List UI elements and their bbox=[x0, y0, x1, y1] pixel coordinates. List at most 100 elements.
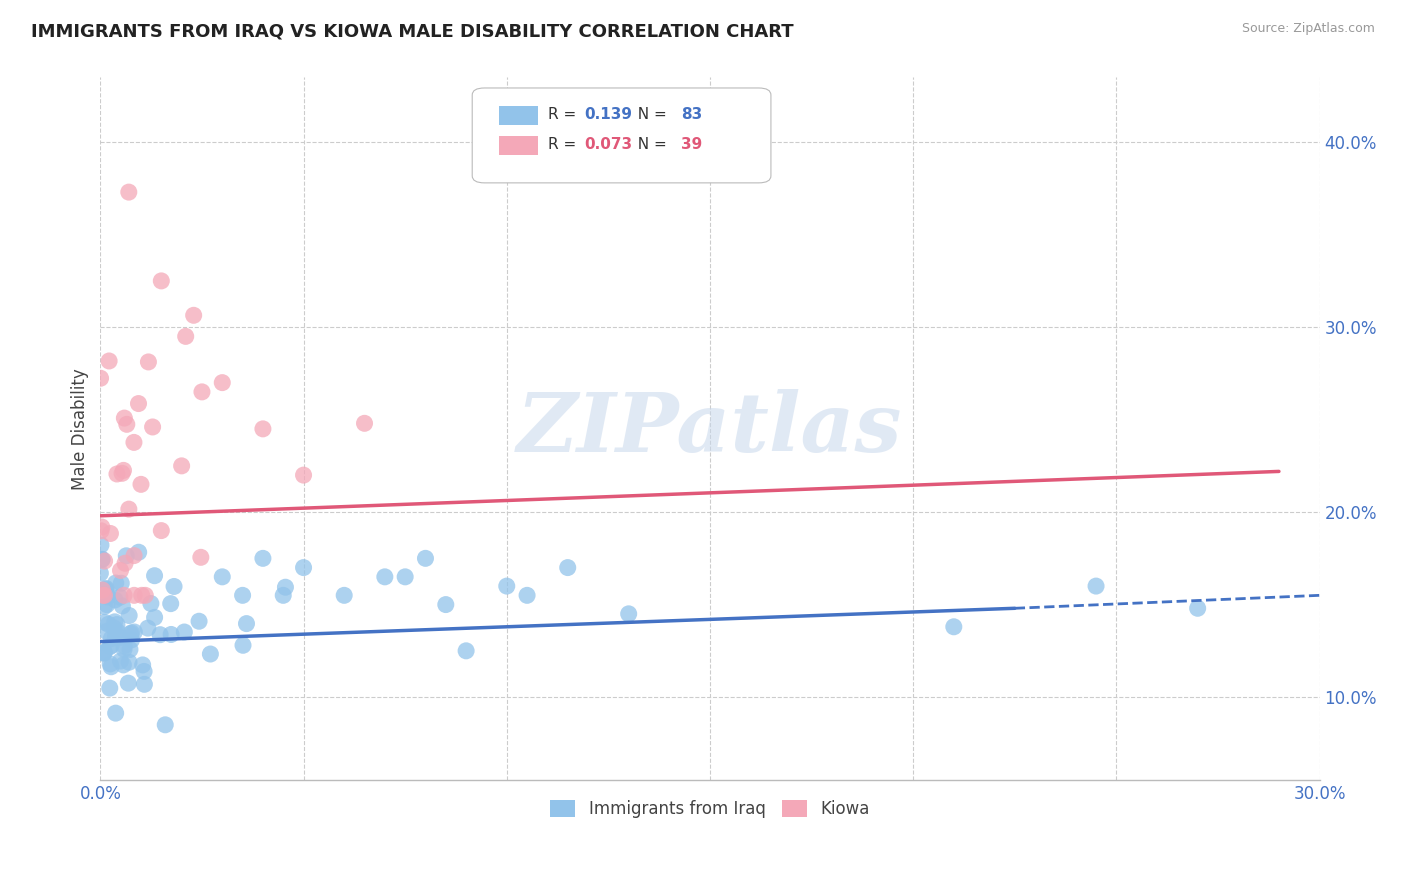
Point bbox=[98, 657, 121, 671]
Point bbox=[394, 570, 416, 584]
Point bbox=[252, 422, 274, 436]
Point bbox=[131, 588, 153, 602]
Point bbox=[96, 624, 118, 639]
Point bbox=[132, 665, 155, 679]
Point bbox=[232, 588, 254, 602]
Point bbox=[97, 617, 120, 632]
Point bbox=[160, 627, 183, 641]
Point bbox=[91, 552, 114, 566]
Point bbox=[91, 582, 114, 597]
Point bbox=[91, 588, 114, 602]
Point bbox=[200, 647, 222, 661]
Point bbox=[94, 582, 117, 597]
Point bbox=[211, 376, 233, 390]
Point bbox=[121, 632, 143, 647]
Point bbox=[93, 588, 115, 602]
Point bbox=[98, 681, 121, 695]
Point bbox=[173, 625, 195, 640]
Point bbox=[191, 384, 214, 399]
Point bbox=[114, 556, 136, 570]
Point bbox=[159, 597, 181, 611]
Point bbox=[292, 468, 315, 483]
Point bbox=[142, 420, 165, 434]
Point bbox=[120, 626, 142, 640]
Point bbox=[112, 642, 135, 657]
Point bbox=[136, 621, 159, 635]
Text: 0.139: 0.139 bbox=[585, 107, 633, 122]
Point bbox=[128, 545, 150, 559]
Point bbox=[104, 615, 127, 629]
Point bbox=[1085, 579, 1108, 593]
Point bbox=[104, 629, 127, 643]
Point bbox=[90, 524, 112, 538]
Point bbox=[91, 646, 114, 660]
Bar bbox=[499, 136, 538, 154]
Point bbox=[110, 654, 132, 668]
Point bbox=[143, 610, 166, 624]
Point bbox=[105, 467, 128, 481]
Text: 83: 83 bbox=[681, 107, 702, 122]
Point bbox=[94, 615, 117, 630]
Point bbox=[183, 308, 205, 322]
Point bbox=[232, 638, 254, 652]
Point bbox=[138, 355, 160, 369]
Point bbox=[252, 551, 274, 566]
Point bbox=[89, 566, 111, 581]
Point bbox=[163, 579, 186, 593]
Point bbox=[104, 576, 127, 591]
Point bbox=[100, 659, 122, 673]
Point bbox=[1187, 601, 1209, 615]
Y-axis label: Male Disability: Male Disability bbox=[72, 368, 89, 490]
Point bbox=[211, 570, 233, 584]
Point bbox=[495, 579, 517, 593]
Point bbox=[271, 588, 294, 602]
Point bbox=[117, 676, 139, 690]
Text: N =: N = bbox=[628, 107, 672, 122]
Point bbox=[143, 568, 166, 582]
Point bbox=[122, 588, 145, 602]
Point bbox=[100, 632, 122, 646]
Point bbox=[110, 631, 132, 645]
Point bbox=[174, 329, 197, 343]
Point bbox=[107, 624, 129, 639]
Point bbox=[98, 640, 121, 654]
Point bbox=[110, 576, 132, 591]
Point bbox=[374, 570, 396, 584]
Point bbox=[456, 644, 478, 658]
Point bbox=[434, 598, 457, 612]
Point bbox=[118, 185, 141, 199]
Bar bbox=[499, 106, 538, 125]
Point bbox=[115, 549, 138, 563]
Text: IMMIGRANTS FROM IRAQ VS KIOWA MALE DISABILITY CORRELATION CHART: IMMIGRANTS FROM IRAQ VS KIOWA MALE DISAB… bbox=[31, 22, 793, 40]
Point bbox=[557, 560, 579, 574]
Text: 39: 39 bbox=[681, 136, 702, 152]
Point bbox=[104, 706, 127, 720]
Point bbox=[118, 608, 141, 623]
Point bbox=[170, 458, 193, 473]
Point bbox=[93, 645, 115, 659]
FancyBboxPatch shape bbox=[472, 88, 770, 183]
Point bbox=[235, 616, 257, 631]
Point bbox=[118, 642, 141, 657]
Point bbox=[90, 538, 112, 552]
Point bbox=[292, 560, 315, 574]
Point bbox=[353, 417, 375, 431]
Point bbox=[100, 639, 122, 653]
Point bbox=[104, 593, 127, 607]
Text: R =: R = bbox=[548, 107, 581, 122]
Point bbox=[118, 655, 141, 669]
Point bbox=[115, 417, 138, 432]
Point bbox=[122, 549, 145, 563]
Point bbox=[96, 598, 118, 612]
Point bbox=[112, 588, 135, 602]
Point bbox=[98, 354, 121, 368]
Point bbox=[942, 620, 965, 634]
Point bbox=[96, 582, 118, 596]
Point bbox=[100, 526, 122, 541]
Point bbox=[97, 590, 120, 604]
Point bbox=[121, 625, 143, 640]
Point bbox=[111, 467, 134, 481]
Point bbox=[105, 617, 128, 632]
Point bbox=[112, 657, 135, 672]
Text: ZIPatlas: ZIPatlas bbox=[517, 389, 903, 469]
